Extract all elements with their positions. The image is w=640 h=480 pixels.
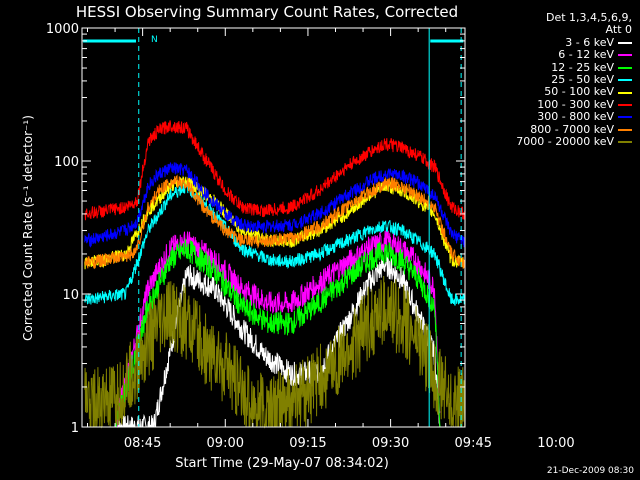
flag-marker-n: N [151, 35, 158, 45]
legend-label: 25 - 50 keV [551, 73, 614, 87]
legend-entry: 50 - 100 keV [488, 86, 632, 98]
legend-entry: 12 - 25 keV [488, 60, 632, 74]
legend-entry: 300 - 800 keV [488, 110, 632, 124]
legend-label: 100 - 300 keV [537, 97, 614, 111]
legend-label: 12 - 25 keV [551, 60, 614, 74]
series-line-3 [84, 180, 466, 306]
legend-entry: 25 - 50 keV [488, 73, 632, 87]
y-tick-label: 1000 [46, 22, 79, 37]
x-tick-label: 10:00 [537, 436, 574, 451]
legend-swatch [618, 141, 632, 144]
x-tick-label: 09:30 [372, 436, 409, 451]
x-tick-label: 09:45 [455, 436, 492, 451]
legend-label: 50 - 100 keV [544, 85, 614, 99]
y-tick-label: 1 [71, 421, 79, 436]
y-tick-label: 100 [54, 155, 79, 170]
legend-entry: 3 - 6 keV [488, 35, 632, 49]
legend-entry: 6 - 12 keV [488, 48, 632, 62]
legend-swatch [618, 66, 632, 69]
legend-swatch [618, 91, 632, 94]
legend-swatch [618, 128, 632, 131]
plot-area: 1 10 100 1000 08:45 09:00 09:15 09:30 09:45 10:00 [46, 22, 575, 451]
x-tick-label: 08:45 [124, 436, 161, 451]
legend-label: 6 - 12 keV [558, 48, 614, 62]
series-line-8 [84, 275, 466, 429]
legend-header-detectors: Det 1,3,4,5,6,9, [545, 11, 632, 24]
y-tick-label: 10 [62, 288, 79, 303]
series-line-5 [84, 120, 466, 221]
legend-swatch [618, 79, 632, 82]
x-tick-label: 09:00 [207, 436, 244, 451]
legend: Det 1,3,4,5,6,9, Att 0 3 - 6 keV 6 - 12 k… [488, 11, 632, 149]
timestamp: 21-Dec-2009 08:30 [546, 466, 634, 476]
legend-swatch [618, 116, 632, 119]
legend-entry: 100 - 300 keV [488, 97, 632, 111]
legend-header-attenuator: Att 0 [605, 23, 632, 37]
x-axis-label: Start Time (29-May-07 08:34:02) [175, 456, 389, 471]
legend-label: 300 - 800 keV [537, 110, 614, 124]
series-line-2 [114, 238, 441, 428]
series-line-0 [114, 253, 441, 428]
legend-swatch [618, 54, 632, 57]
plot-frame [81, 27, 466, 428]
series-line-6 [84, 162, 466, 248]
legend-swatch [618, 104, 632, 107]
x-tick-label: 09:15 [289, 436, 326, 451]
legend-entry: 7000 - 20000 keV [488, 135, 632, 149]
chart-title: HESSI Observing Summary Count Rates, Cor… [76, 3, 458, 21]
legend-swatch [618, 42, 632, 45]
legend-label: 800 - 7000 keV [530, 122, 614, 136]
series-line-7 [84, 174, 466, 270]
legend-entry: 800 - 7000 keV [488, 122, 632, 136]
y-axis-label: Corrected Count Rate (s⁻¹ detector⁻¹) [21, 115, 35, 341]
legend-label: 3 - 6 keV [565, 35, 614, 49]
legend-label: 7000 - 20000 keV [516, 135, 614, 149]
